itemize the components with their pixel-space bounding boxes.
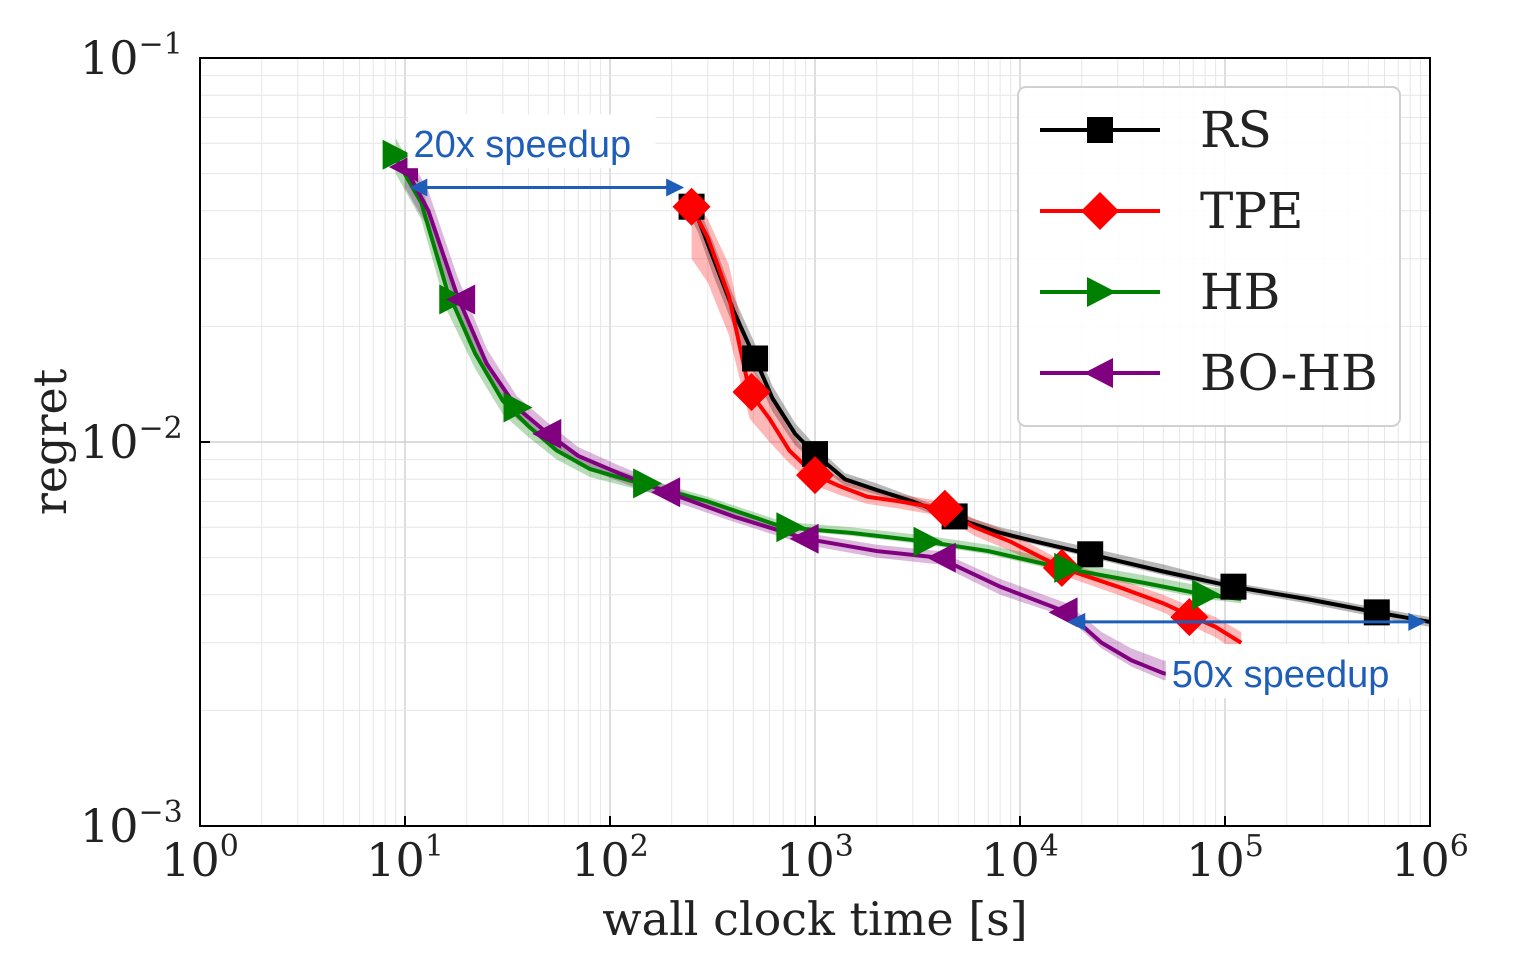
bo-hb-line bbox=[403, 166, 1242, 690]
x-tick-label: 101 bbox=[366, 829, 444, 887]
bo-hb-marker bbox=[532, 418, 562, 449]
bo-hb-marker bbox=[926, 542, 956, 573]
y-axis-label: regret bbox=[23, 368, 77, 515]
speedup-arrow-2-left-head bbox=[1067, 612, 1086, 631]
x-tick-label: 106 bbox=[1391, 829, 1469, 887]
legend-rs-marker bbox=[1087, 117, 1113, 143]
tpe-marker bbox=[796, 456, 834, 495]
tpe-marker bbox=[672, 187, 711, 226]
speedup-label-2: 50x speedup bbox=[1172, 654, 1390, 696]
rs-marker bbox=[742, 345, 769, 372]
x-tick-label: 103 bbox=[776, 829, 854, 887]
annotations: 20x speedup 50x speedup bbox=[407, 114, 1427, 699]
hb-marker bbox=[913, 526, 943, 557]
speedup-label-1-bg bbox=[407, 114, 656, 169]
speedup-arrow-1-left-head bbox=[409, 178, 428, 197]
speedup-arrow-2-right-head bbox=[1408, 612, 1427, 631]
x-tick-label: 100 bbox=[161, 829, 239, 887]
tpe-marker bbox=[925, 489, 964, 528]
legend-box bbox=[1017, 86, 1401, 427]
hb-marker bbox=[633, 468, 663, 499]
bo-hb-marker bbox=[446, 284, 476, 315]
hb-marker bbox=[382, 139, 412, 170]
bo-hb-marker bbox=[1048, 597, 1078, 628]
hb-marker bbox=[1192, 579, 1222, 610]
x-tick-label: 105 bbox=[1186, 829, 1264, 887]
x-axis-label: wall clock time [s] bbox=[602, 892, 1027, 946]
hb-marker bbox=[1054, 552, 1084, 583]
grid bbox=[199, 58, 1430, 827]
y-tick-label: 10−1 bbox=[80, 27, 183, 85]
legend-tpe-marker bbox=[1081, 192, 1119, 230]
legend-rs-label: RS bbox=[1200, 101, 1272, 159]
tpe-marker bbox=[732, 372, 771, 411]
hb-marker bbox=[503, 392, 533, 423]
speedup-label-2-bg bbox=[1165, 644, 1414, 699]
legend-hb-marker bbox=[1087, 277, 1116, 307]
legend-bo-hb-label: BO-HB bbox=[1200, 344, 1378, 402]
y-tick-label: 10−3 bbox=[80, 795, 183, 853]
speedup-label-1: 20x speedup bbox=[413, 124, 631, 166]
rs-marker bbox=[1220, 573, 1247, 600]
legend-hb-label: HB bbox=[1200, 263, 1280, 321]
rs-marker bbox=[1077, 541, 1104, 568]
y-tick-label: 10−2 bbox=[80, 411, 183, 469]
x-tick-label: 104 bbox=[981, 829, 1059, 887]
legend-tpe-label: TPE bbox=[1200, 182, 1304, 240]
legend: RS TPE HB BO-HB bbox=[1017, 86, 1401, 427]
speedup-arrow-1-right-head bbox=[666, 178, 685, 197]
bo-hb-marker bbox=[651, 477, 681, 508]
legend-bo-hb-marker bbox=[1084, 358, 1113, 388]
series-markers bbox=[382, 139, 1390, 637]
x-tick-label: 102 bbox=[571, 829, 649, 887]
hb-marker bbox=[776, 512, 806, 543]
tpe-marker bbox=[1170, 598, 1209, 637]
axis-ticks: 100 101 102 103 104 105 106 10−3 10−2 10−1 bbox=[80, 27, 1469, 887]
bo-hb-marker bbox=[789, 523, 819, 554]
